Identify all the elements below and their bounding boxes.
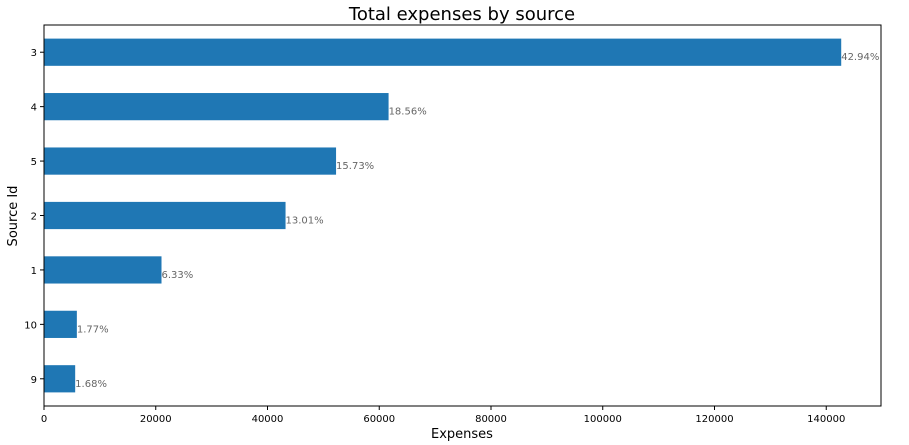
x-tick-label: 140000: [807, 414, 845, 425]
bar-data-label: 18.56%: [389, 107, 427, 118]
y-tick-label: 3: [31, 48, 37, 59]
x-axis-label: Expenses: [431, 427, 493, 441]
plot-frame: [43, 24, 882, 407]
x-tick-label: 80000: [475, 414, 507, 425]
chart-title: Total expenses by source: [348, 4, 575, 25]
y-tick-label: 1: [31, 266, 37, 277]
x-tick-label: 40000: [252, 414, 284, 425]
x-tick-label: 100000: [584, 414, 622, 425]
y-tick-label: 2: [31, 212, 37, 223]
x-tick-label: 60000: [363, 414, 395, 425]
bar-source-10: [44, 310, 77, 338]
bar-data-label: 15.73%: [336, 161, 374, 172]
y-tick-label: 10: [24, 320, 37, 331]
bar-source-3: [44, 38, 842, 66]
bar-data-label: 6.33%: [162, 270, 194, 281]
x-tick-label: 120000: [695, 414, 733, 425]
bar-source-4: [44, 93, 389, 121]
bar-source-2: [44, 201, 286, 230]
bar-data-label: 13.01%: [286, 216, 324, 227]
y-tick-label: 4: [31, 103, 37, 114]
x-tick-label: 20000: [140, 414, 172, 425]
y-axis-label: Source Id: [6, 186, 21, 247]
y-tick-label: 9: [31, 375, 37, 386]
bar-source-5: [44, 147, 337, 175]
x-tick-label: 0: [41, 414, 47, 425]
bar-data-label: 1.77%: [77, 324, 109, 335]
bar-data-label: 42.94%: [841, 52, 879, 63]
y-tick-label: 5: [31, 157, 37, 168]
bar-data-label: 1.68%: [75, 379, 107, 390]
bar-source-9: [44, 365, 76, 393]
bar-source-1: [44, 256, 162, 284]
